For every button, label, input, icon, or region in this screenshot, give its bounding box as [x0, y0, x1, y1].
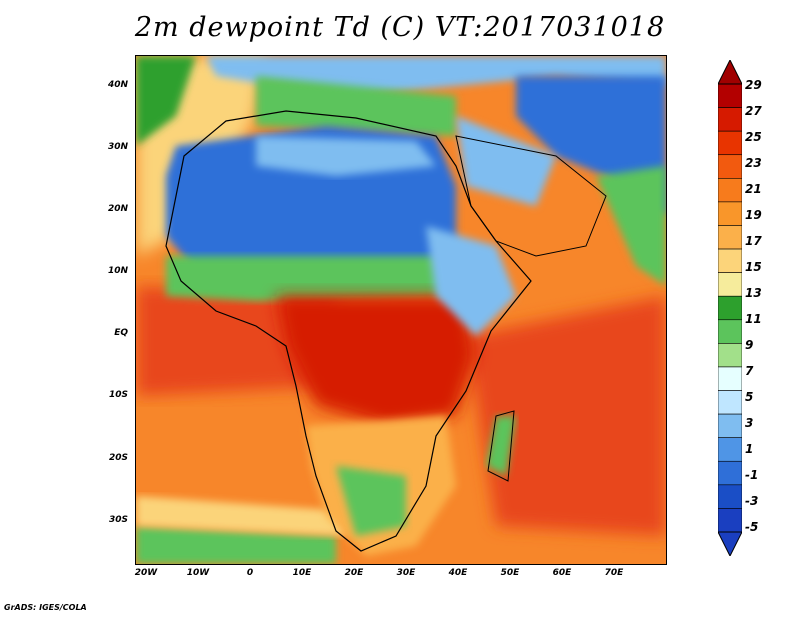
lon-label-0: 0: [246, 568, 254, 578]
cbar-label-13: 13: [745, 286, 762, 300]
colorbar-cell: [718, 225, 742, 250]
arabia-dry: [456, 116, 556, 206]
dewpoint-map: [135, 55, 667, 565]
footer-credit: GrADS: IGES/COLA: [4, 603, 87, 612]
cbar-label-27: 27: [745, 104, 762, 118]
lat-label-30s: 30S: [108, 515, 128, 525]
africa-coastline: [165, 110, 532, 552]
colorbar-cell: [718, 460, 742, 486]
colorbar-cell: [718, 295, 742, 321]
colorbar-cell: [718, 319, 742, 344]
southern-ocean-mild: [136, 496, 346, 536]
madagascar-coastline: [487, 410, 515, 482]
map-title: 2m dewpoint Td (C) VT:2017031018: [134, 12, 666, 43]
lat-label-20n: 20N: [107, 204, 128, 214]
colorbar-cell: [718, 437, 742, 462]
east-africa-highlands: [426, 226, 516, 336]
lat-label-10n: 10N: [107, 266, 128, 276]
cbar-label-neg3: -3: [745, 494, 759, 508]
colorbar-cell: [718, 201, 742, 226]
lon-label-30e: 30E: [396, 568, 416, 578]
lon-label-40e: 40E: [448, 568, 468, 578]
colorbar-cell: [718, 83, 742, 108]
lon-label-10e: 10E: [292, 568, 312, 578]
cbar-label-15: 15: [745, 260, 762, 274]
central-africa-hot: [276, 296, 476, 426]
cbar-label-25: 25: [745, 130, 762, 144]
sahel-green: [166, 256, 466, 301]
colorbar-cell: [718, 272, 742, 297]
lon-label-20w: 20W: [134, 568, 158, 578]
colorbar-cell: [718, 130, 742, 156]
cbar-label-5: 5: [745, 390, 754, 404]
colorbar-cell: [718, 484, 742, 509]
colorbar-bottom-arrow: [718, 531, 742, 556]
cbar-label-7: 7: [745, 364, 754, 378]
mediterranean-green: [256, 76, 456, 136]
india: [596, 166, 666, 286]
colorbar-cell: [718, 508, 742, 533]
lon-label-20e: 20E: [344, 568, 364, 578]
colorbar-cell: [718, 390, 742, 415]
southern-africa-green: [336, 466, 406, 536]
colorbar-cell: [718, 343, 742, 368]
lon-label-70e: 70E: [604, 568, 624, 578]
cbar-label-neg5: -5: [745, 520, 759, 534]
cbar-label-17: 17: [745, 234, 762, 248]
colorbar-cell: [718, 178, 742, 203]
cbar-label-neg1: -1: [745, 468, 759, 482]
cbar-label-19: 19: [745, 208, 762, 222]
dewpoint-field-svg: [136, 56, 666, 564]
colorbar-top-arrow: [718, 60, 742, 85]
colorbar-cell: [718, 366, 742, 391]
cbar-label-23: 23: [745, 156, 762, 170]
lat-label-40n: 40N: [107, 80, 128, 90]
lon-label-60e: 60E: [552, 568, 572, 578]
cbar-label-11: 11: [745, 312, 762, 326]
southern-ocean-green: [136, 526, 336, 564]
cbar-label-9: 9: [745, 338, 754, 352]
colorbar-cell: [718, 154, 742, 179]
cbar-label-29: 29: [745, 78, 762, 92]
colorbar: [718, 60, 742, 556]
lat-label-eq: EQ: [114, 328, 128, 338]
north-sahara: [256, 136, 436, 176]
lat-label-20s: 20S: [108, 453, 128, 463]
lat-label-30n: 30N: [107, 142, 128, 152]
colorbar-cell: [718, 413, 742, 438]
arabia-coastline: [455, 135, 607, 257]
lon-label-50e: 50E: [500, 568, 520, 578]
cbar-label-21: 21: [745, 182, 762, 196]
cbar-label-1: 1: [745, 442, 754, 456]
colorbar-cell: [718, 248, 742, 273]
lon-label-10w: 10W: [186, 568, 210, 578]
colorbar-cell: [718, 107, 742, 132]
north-atlantic-green: [136, 56, 196, 146]
cbar-label-3: 3: [745, 416, 754, 430]
lat-label-10s: 10S: [108, 390, 128, 400]
indian-ocean-warm: [466, 296, 666, 536]
